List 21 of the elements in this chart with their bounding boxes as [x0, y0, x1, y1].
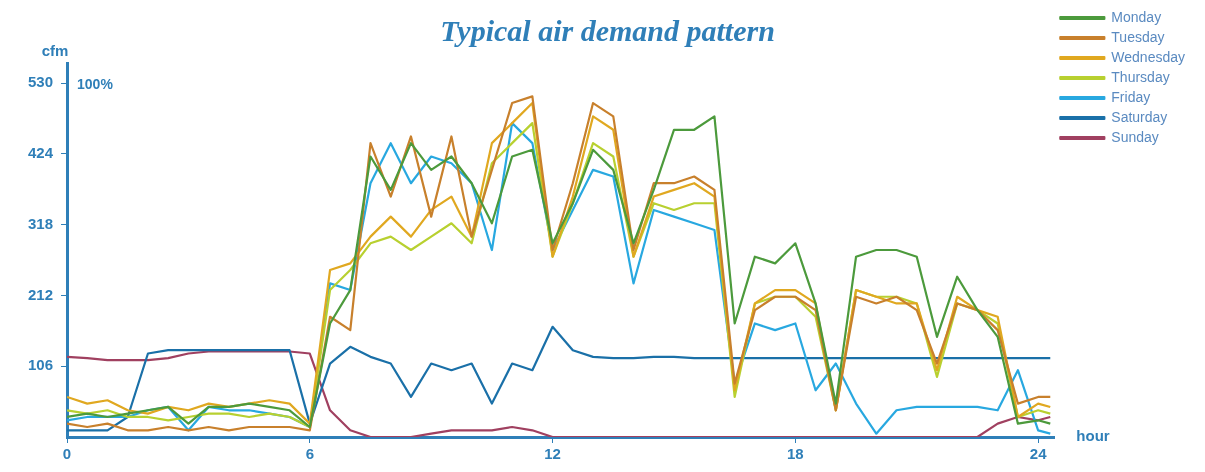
x-axis-title: hour	[1076, 427, 1110, 445]
y-tick-label: 318	[28, 214, 54, 232]
y-tick-label: 212	[28, 285, 54, 303]
chart-title: Typical air demand pattern	[440, 13, 775, 47]
x-tick-label: 24	[1029, 445, 1048, 463]
annotation: 100%	[77, 75, 114, 92]
x-tick-label: 18	[787, 445, 804, 463]
legend-label: Saturday	[1111, 108, 1168, 125]
legend-label: Sunday	[1111, 128, 1159, 145]
y-tick-label: 530	[28, 73, 54, 91]
legend-label: Wednesday	[1111, 48, 1186, 65]
legend-label: Thursday	[1111, 68, 1170, 85]
y-axis-title: cfm	[41, 41, 69, 59]
x-tick-label: 12	[544, 445, 561, 463]
x-tick-label: 6	[305, 445, 314, 463]
legend-label: Tuesday	[1111, 28, 1165, 45]
y-tick-label: 106	[28, 356, 54, 374]
legend-label: Monday	[1111, 8, 1162, 25]
y-tick-label: 424	[28, 143, 54, 161]
x-tick-label: 0	[62, 445, 72, 463]
legend-label: Friday	[1111, 88, 1151, 105]
